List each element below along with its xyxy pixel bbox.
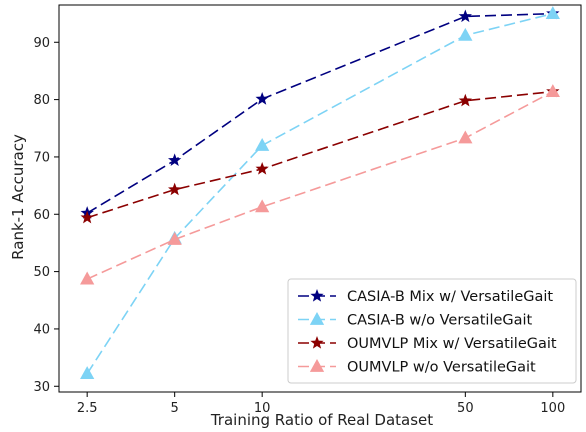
plot-frame	[58, 4, 582, 393]
data-point	[545, 6, 560, 19]
data-point	[80, 271, 95, 285]
legend-marker	[309, 359, 325, 372]
y-tick-label: 70	[33, 150, 50, 165]
legend-marker	[309, 312, 325, 325]
legend-marker	[310, 336, 324, 349]
series-line	[86, 90, 554, 280]
y-tick-label: 40	[33, 322, 50, 337]
legend-label: CASIA-B w/o VersatileGait	[347, 313, 533, 329]
data-point	[458, 9, 472, 23]
data-point	[545, 84, 560, 97]
x-tick-label: 50	[457, 401, 474, 416]
y-tick-label: 30	[33, 380, 50, 395]
x-tick-label: 2.5	[77, 401, 98, 416]
data-point	[255, 137, 270, 151]
data-point	[168, 153, 182, 167]
legend-box	[287, 278, 577, 384]
legend-label: OUMVLP w/o VersatileGait	[347, 360, 536, 376]
x-tick-label: 5	[171, 401, 179, 416]
data-point	[80, 210, 94, 224]
x-tick-label: 100	[540, 401, 565, 416]
y-tick-label: 90	[33, 36, 50, 51]
plot-area: 30 40 50 60 70 80 90 2.5 5 10 50 100 CASIA-B Mix w/ …	[33, 4, 582, 416]
data-point	[167, 231, 182, 245]
y-tick-label: 50	[33, 265, 50, 280]
data-point	[458, 130, 473, 144]
x-axis-label: Training Ratio of Real Dataset	[210, 411, 433, 429]
data-point	[458, 93, 472, 107]
legend-label: OUMVLP Mix w/ VersatileGait	[347, 336, 557, 352]
y-axis-label: Rank-1 Accuracy	[9, 134, 27, 260]
data-point	[255, 92, 269, 105]
y-tick-label: 80	[33, 93, 50, 108]
legend-marker	[310, 289, 324, 302]
data-point	[458, 27, 473, 41]
data-point	[168, 182, 182, 196]
data-point	[255, 199, 270, 213]
x-tick-label: 10	[254, 401, 271, 416]
data-point	[80, 366, 95, 380]
data-point	[255, 161, 269, 175]
series-line	[86, 90, 553, 219]
y-tick-label: 60	[33, 208, 50, 223]
legend-label: CASIA-B Mix w/ VersatileGait	[347, 289, 553, 305]
legend: CASIA-B Mix w/ VersatileGait CASIA-B w/o …	[287, 278, 577, 384]
